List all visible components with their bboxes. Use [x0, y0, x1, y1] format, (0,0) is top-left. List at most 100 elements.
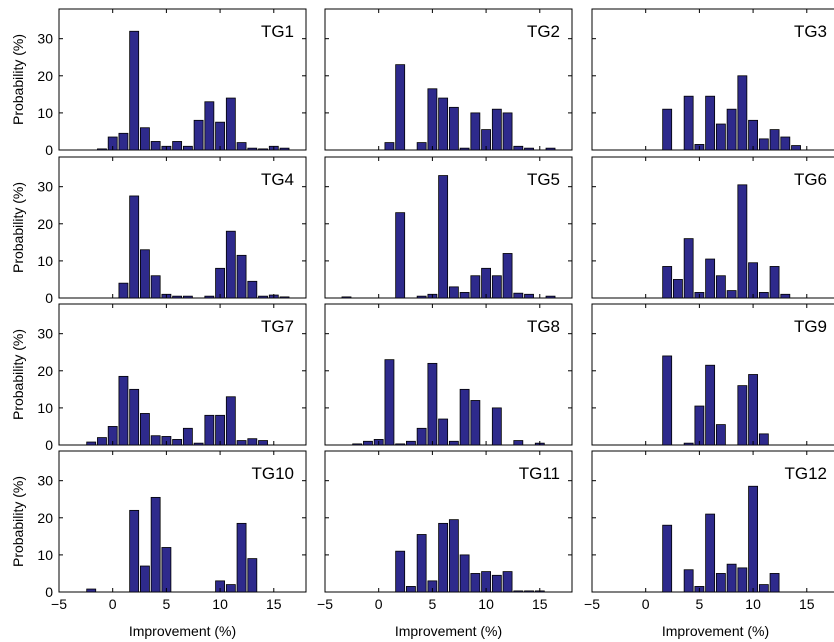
y-axis-label: Probability (%) — [10, 34, 26, 125]
bar — [97, 148, 107, 151]
x-axis-label: Improvement (%) — [129, 623, 236, 639]
bar — [459, 554, 470, 593]
bar — [118, 282, 129, 299]
bar — [129, 388, 140, 446]
bar — [406, 586, 416, 593]
y-tick-label: 0 — [45, 142, 53, 158]
bar — [748, 374, 758, 446]
bar — [705, 513, 716, 593]
bar — [780, 293, 791, 299]
panel-tg11: −5 0 5 10 15 TG11 — [317, 450, 573, 612]
x-axis-label: Improvement (%) — [395, 623, 502, 639]
bar — [705, 364, 716, 446]
bar — [215, 414, 225, 446]
bar — [726, 290, 737, 299]
plot-frame — [324, 156, 573, 299]
bar — [662, 355, 673, 446]
bar — [769, 573, 780, 593]
bar — [438, 522, 449, 593]
bar — [662, 266, 673, 299]
panel-title: TG7 — [261, 317, 294, 336]
y-tick-label: 10 — [37, 105, 53, 121]
bar — [395, 443, 406, 446]
bar — [758, 292, 769, 299]
bar — [118, 132, 129, 151]
bar — [161, 547, 172, 593]
panel-tg4: 0 10 20 30 TG4 — [37, 156, 307, 306]
x-tick-label: 15 — [799, 596, 815, 612]
bar — [384, 359, 395, 446]
y-tick-label: 10 — [37, 253, 53, 269]
y-tick-label: 0 — [45, 584, 53, 600]
x-tick-label: 15 — [266, 596, 282, 612]
bar — [172, 439, 183, 446]
bar — [513, 590, 524, 593]
bar — [204, 101, 215, 151]
panel-tg1: 0 10 20 30 TG1 — [37, 8, 307, 158]
bar — [204, 295, 215, 299]
bar — [225, 230, 236, 299]
bar — [758, 584, 769, 593]
x-tick-label: 5 — [428, 596, 436, 612]
y-tick-label: 20 — [37, 363, 53, 379]
x-tick-label: 10 — [478, 596, 494, 612]
bar — [225, 97, 236, 151]
bar — [427, 88, 438, 151]
bar — [683, 442, 694, 446]
bar — [236, 142, 247, 151]
x-tick-label: −5 — [584, 596, 600, 612]
bar — [448, 286, 459, 299]
bar — [384, 142, 395, 151]
bar — [491, 108, 502, 151]
x-tick-label: 0 — [109, 596, 117, 612]
bar — [524, 147, 534, 151]
plot-frame — [58, 303, 307, 446]
bar — [118, 375, 129, 446]
bar — [416, 295, 427, 299]
y-tick-label: 0 — [45, 437, 53, 453]
panel-title: TG5 — [527, 170, 560, 189]
bar — [438, 418, 449, 446]
y-axis-label: Probability (%) — [10, 182, 26, 273]
bar — [279, 296, 290, 299]
bar — [448, 519, 459, 593]
bar — [481, 267, 491, 299]
y-tick-label: 20 — [37, 68, 53, 84]
bar — [737, 75, 748, 151]
panel-title: TG4 — [261, 170, 294, 189]
y-tick-label: 10 — [37, 547, 53, 563]
bar — [97, 437, 107, 446]
bar — [416, 427, 427, 446]
bar — [545, 295, 556, 299]
bar — [427, 362, 438, 446]
bar — [395, 64, 406, 151]
bar — [726, 108, 737, 151]
bar — [737, 385, 748, 446]
bar — [758, 433, 769, 446]
bar — [247, 147, 258, 151]
panel-tg2: TG2 — [324, 8, 573, 151]
bar — [491, 407, 502, 446]
bar — [225, 396, 236, 446]
bar — [247, 558, 258, 593]
panel-tg7: 0 10 20 30 TG7 — [37, 303, 307, 453]
plot-frame — [58, 450, 307, 593]
bar — [545, 147, 556, 151]
bar — [438, 175, 449, 299]
y-tick-label: 30 — [37, 326, 53, 342]
bar — [470, 400, 481, 446]
panel-tg9: TG9 — [591, 303, 834, 446]
bar — [769, 266, 780, 299]
panel-title: TG8 — [527, 317, 560, 336]
bar — [438, 97, 449, 151]
bar — [470, 573, 481, 593]
bar — [715, 123, 726, 151]
axis-labels-group: Probability (%) Probability (%) Probabilit… — [10, 34, 769, 639]
y-axis-label: Probability (%) — [10, 329, 26, 420]
bar — [150, 141, 161, 151]
bar — [502, 112, 513, 151]
bar — [236, 522, 247, 593]
bar — [236, 440, 247, 446]
bar — [193, 442, 204, 446]
bar — [258, 148, 268, 151]
